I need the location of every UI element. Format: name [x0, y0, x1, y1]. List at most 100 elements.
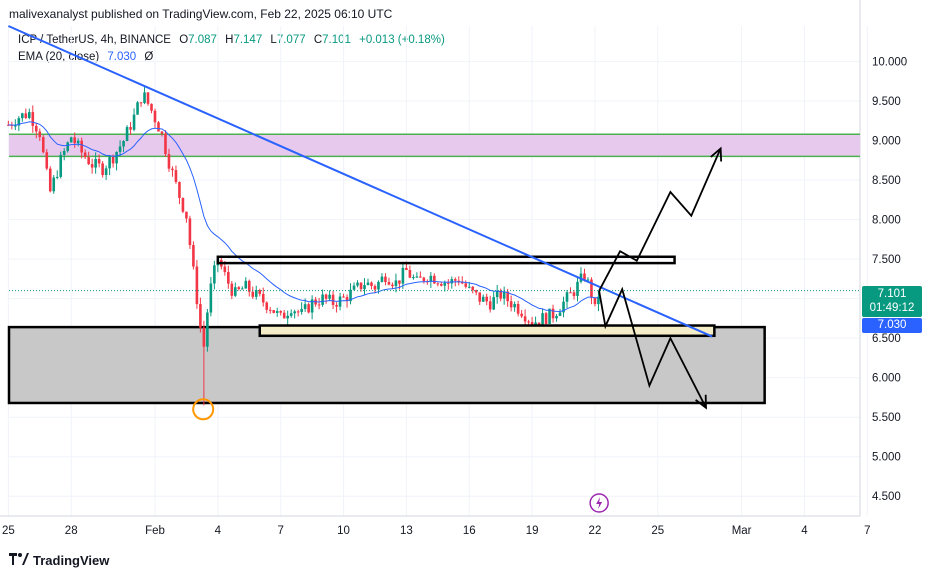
candle-body — [373, 286, 377, 290]
y-tick-label: 6.500 — [872, 333, 901, 345]
candle-body — [38, 131, 42, 138]
ema-label[interactable]: EMA (20, close) — [18, 51, 100, 63]
candle-body — [415, 276, 419, 278]
candle-body — [206, 312, 209, 347]
candle-body — [265, 302, 269, 310]
candle-body — [258, 290, 262, 294]
candle-body — [474, 290, 478, 293]
candle-body — [279, 311, 282, 313]
candle-body — [48, 168, 52, 192]
candle-body — [244, 280, 248, 289]
candle-body — [310, 299, 314, 313]
tradingview-name: TradingView — [33, 553, 110, 568]
x-tick-label: 25 — [651, 525, 664, 537]
candle-body — [405, 267, 408, 271]
candle-body — [499, 290, 502, 299]
x-tick-label: 22 — [589, 525, 602, 537]
candle-body — [150, 103, 153, 111]
candle-body — [167, 154, 171, 169]
candle-body — [52, 177, 56, 192]
y-tick-label: 4.500 — [872, 491, 901, 503]
x-tick-label: 19 — [526, 525, 539, 537]
candle-body — [408, 270, 412, 278]
candle-body — [338, 296, 342, 307]
candle-body — [366, 282, 370, 286]
candle-body — [324, 294, 328, 299]
candle-body — [509, 301, 513, 308]
bar-countdown: 01:49:12 — [869, 302, 915, 314]
last-price-tag: 7.101 01:49:12 — [862, 286, 922, 317]
candle-body — [251, 291, 255, 297]
candle-body — [520, 313, 523, 317]
candle-body — [188, 218, 192, 246]
candle-body — [223, 266, 227, 273]
candle-body — [69, 137, 73, 143]
candle-body — [586, 279, 590, 281]
candle-body — [296, 311, 300, 313]
x-tick-label: 4 — [215, 525, 222, 537]
candle-body — [125, 127, 129, 142]
candle-body — [31, 112, 35, 126]
candle-body — [335, 304, 338, 307]
projection-down-arrowhead — [695, 394, 707, 410]
ema-hidden-icon[interactable]: Ø — [144, 51, 154, 63]
candle-body — [495, 290, 499, 298]
candle-body — [289, 313, 293, 316]
last-price-value: 7.101 — [877, 288, 907, 300]
price-change: +0.013 (+0.18%) — [359, 34, 445, 46]
candle-body — [136, 102, 139, 115]
candle-body — [192, 245, 195, 267]
y-tick-label: 8.000 — [872, 215, 901, 227]
candle-body — [551, 308, 555, 319]
candle-body — [178, 181, 181, 198]
candle-body — [45, 152, 49, 169]
x-tick-label: Feb — [145, 525, 165, 537]
resistance-zone — [9, 134, 860, 157]
candle-body — [104, 168, 108, 176]
swing-low-marker — [192, 398, 215, 421]
candle-body — [275, 311, 279, 313]
ohlc-low: L7.077 — [270, 34, 306, 46]
candle-body — [370, 282, 373, 287]
candle-body — [272, 310, 276, 313]
candle-body — [213, 265, 216, 284]
x-tick-label: 16 — [463, 525, 476, 537]
candle-body — [562, 301, 565, 313]
descending-trendline — [7, 25, 713, 338]
lightning-icon — [596, 497, 603, 509]
candle-body — [443, 282, 447, 286]
candle-body — [467, 286, 471, 288]
x-tick-label: Mar — [732, 525, 752, 537]
candle-body — [450, 279, 454, 284]
candle-body — [261, 293, 265, 303]
candle-body — [433, 275, 436, 284]
ohlc-open: O7.087 — [179, 34, 217, 46]
candle-body — [59, 154, 63, 177]
candle-body — [530, 322, 534, 327]
candle-body — [523, 316, 527, 322]
candle-body — [345, 297, 349, 302]
ema-legend[interactable]: EMA (20, close) 7.030 Ø — [18, 51, 158, 63]
candle-body — [153, 110, 157, 123]
candle-body — [429, 275, 433, 282]
candle-body — [129, 127, 132, 130]
candle-body — [356, 282, 359, 286]
candle-body — [227, 272, 230, 284]
support-zone — [7, 325, 766, 405]
candle-body — [195, 266, 199, 305]
projection-up-arrowhead — [710, 146, 723, 162]
candle-body — [209, 283, 213, 313]
candle-body — [471, 286, 475, 291]
candle-body — [143, 92, 146, 104]
candle-body — [293, 311, 296, 314]
tradingview-brand[interactable]: TradingView — [9, 553, 109, 568]
candle-body — [268, 309, 272, 311]
candle-body — [199, 304, 202, 328]
candle-body — [80, 140, 83, 153]
candle-body — [412, 277, 415, 279]
candle-body — [94, 158, 97, 168]
candle-body — [286, 315, 289, 319]
symbol-label[interactable]: ICP / TetherUS, 4h, BINANCE — [18, 34, 171, 46]
candle-body — [363, 285, 366, 290]
